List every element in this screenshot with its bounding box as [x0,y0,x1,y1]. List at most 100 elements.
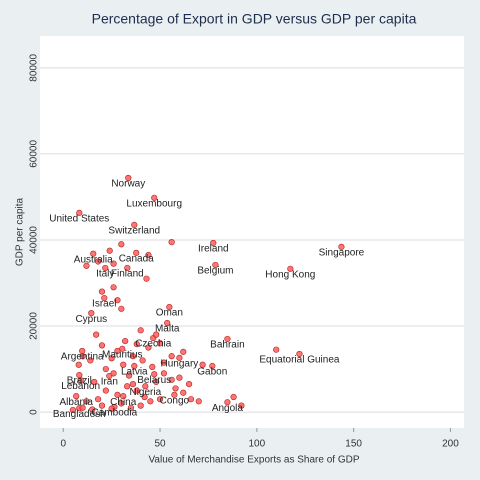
point [273,346,280,353]
point [230,393,237,401]
point [114,347,121,355]
point [110,370,117,377]
point-label: Hong Kong [265,269,315,280]
point [93,331,100,338]
point [156,340,164,347]
point [296,350,303,358]
point [120,361,127,368]
point [125,174,132,182]
point [133,249,140,256]
point [108,405,115,412]
point-label: Luxembourg [126,198,182,209]
point [199,361,206,368]
point [118,305,125,312]
point-label: Equatorial Guinea [259,355,339,366]
point [131,221,138,229]
point [168,353,175,360]
point [83,262,90,269]
x-tick-label: 50 [154,439,166,450]
point [160,359,168,366]
point [176,354,183,361]
point [76,209,83,216]
point-label: Australia [74,254,113,265]
point-label: Czechia [135,339,172,350]
point [195,398,202,405]
point [118,400,125,407]
point [79,353,86,360]
point [79,404,86,411]
point-label: Canada [119,254,154,265]
point [131,362,138,370]
point [129,381,137,388]
point-label: Italy [96,269,114,280]
point [133,387,140,394]
x-axis-label: Value of Merchandise Exports as Share of… [148,455,359,466]
point [125,372,133,379]
point [98,288,106,295]
point [143,275,150,282]
point [91,378,98,386]
point [338,243,345,250]
y-tick-label: 20000 [29,312,40,340]
point [108,355,115,362]
point [89,406,96,413]
point [224,399,231,406]
point [101,294,108,302]
point-label: Cyprus [75,314,107,325]
point-label: Belgium [197,266,233,277]
point [102,365,109,373]
point-label: Brazil [67,376,92,387]
point [98,342,106,349]
point [142,383,149,390]
point [127,404,135,411]
point-label: Switzerland [108,226,160,237]
point [168,376,175,383]
point [238,402,245,409]
point [210,239,217,247]
point [110,260,117,267]
point [124,383,131,390]
point [69,406,77,414]
point [153,331,160,338]
point [147,398,154,405]
point [180,348,187,355]
point-label: Singapore [319,247,365,258]
point [209,362,216,370]
point [88,310,95,317]
point-label: Lebanon [61,381,100,392]
point-label: Iran [101,377,118,388]
point [164,319,171,327]
point-label: Hungary [160,359,198,370]
point [156,396,164,403]
point-label: Belarus [137,375,171,386]
point [77,377,84,384]
y-tick-label: 0 [29,409,40,415]
point [149,363,156,370]
point-label: Gabon [197,367,227,378]
point-label: Argentina [61,352,104,363]
point [287,265,294,272]
point [187,396,195,403]
y-tick-label: 80000 [29,54,40,82]
point [212,261,219,269]
point-label: Albania [60,397,94,408]
x-tick-label: 200 [442,439,459,450]
point-label: Oman [156,308,183,319]
y-tick-label: 60000 [29,140,40,168]
point [145,344,152,351]
point [151,371,158,378]
x-tick-label: 0 [60,439,66,450]
x-tick-label: 100 [248,439,265,450]
point [75,361,82,368]
point [224,335,231,343]
point [73,393,80,400]
x-tick-label: 150 [345,439,362,450]
point [137,402,144,409]
point-label: Mauritius [102,349,143,360]
point-label: Bangladesh [53,409,106,420]
point [83,398,90,405]
point [114,297,121,304]
point [110,284,117,291]
point [168,239,175,246]
